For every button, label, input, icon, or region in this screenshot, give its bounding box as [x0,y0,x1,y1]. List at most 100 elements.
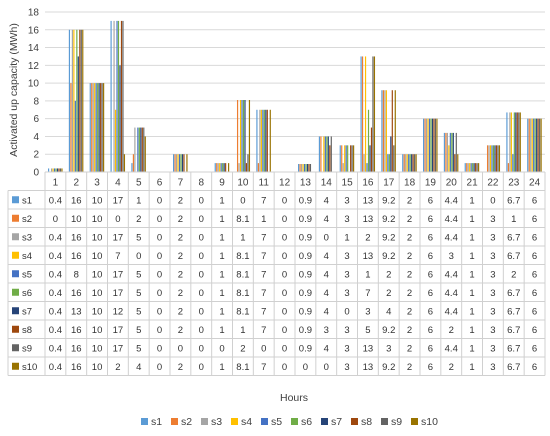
bar-s2-3 [91,83,93,172]
bar-s4-20 [448,145,450,172]
bar-s3-21 [467,163,469,172]
table-cell: 2 [511,269,516,280]
bar-s7-4 [119,65,121,172]
bar-s4-19 [427,118,429,172]
bar-s6-21 [472,163,474,172]
x-tick-label: 3 [94,177,100,188]
table-cell: 1 [365,269,370,280]
bar-s2-22 [486,145,489,172]
table-cell: 7 [261,362,266,373]
table-cell: 0 [282,306,287,317]
bar-s3-20 [446,132,448,172]
table-cell: 16 [71,325,82,336]
bar-s3-4 [113,20,115,173]
x-tick-label: 9 [219,177,225,188]
table-cell: 0 [344,306,349,317]
table-cell: 8.1 [236,306,249,317]
bar-s7-22 [494,145,496,172]
table-cell: 0.9 [299,325,312,336]
table-cell: 0.9 [299,288,312,299]
legend-label-s6: s6 [301,416,312,428]
table-cell: 6 [428,195,433,206]
bar-s3-22 [488,145,490,172]
table-cell: 3 [386,343,391,354]
x-axis-title: Hours [280,392,308,404]
x-tick-label: 10 [237,177,249,188]
table-cell: 1 [240,325,245,336]
legend-label-s9: s9 [391,416,402,428]
table-cell: 0.4 [49,288,62,299]
table-cell: 7 [261,232,266,243]
table-cell: 0 [324,362,329,373]
legend-key-s3 [201,418,208,425]
table-cell: 1 [136,195,141,206]
bar-s5-18 [408,154,410,172]
table-cell: 2 [365,232,370,243]
table-cell: 0 [199,325,204,336]
bar-s9-10 [247,154,249,172]
bar-s10-17 [394,90,396,172]
table-cell: 6 [428,306,433,317]
bar-s6-19 [430,118,432,172]
bar-s6-16 [367,109,370,172]
table-cell: 6 [532,306,537,317]
legend-label-s3: s3 [211,416,222,428]
table-cell: 0 [282,362,287,373]
table-cell: 1 [469,251,474,262]
bar-s6-10 [242,100,245,172]
table-cell: 6 [428,288,433,299]
bar-s2-5 [132,154,134,172]
table-cell: 10 [92,362,103,373]
table-series-label: s2 [22,214,32,225]
table-cell: 6.7 [507,325,520,336]
table-cell: 0 [199,343,204,354]
bar-s6-7 [180,154,182,172]
bar-s9-14 [330,136,332,172]
bar-s4-18 [406,154,408,172]
bar-s4-3 [94,83,96,172]
table-cell: 2 [407,306,412,317]
table-cell: 1 [219,288,224,299]
bar-s1-1 [48,168,50,172]
legend-label-s7: s7 [331,416,342,428]
bar-s9-17 [393,145,395,172]
table-cell: 9.2 [382,214,395,225]
legend-key-s2 [171,418,178,425]
table-cell: 0 [282,232,287,243]
bar-s2-23 [507,163,509,172]
table-cell: 4 [324,195,329,206]
table-cell: 4 [324,343,329,354]
table-cell: 3 [490,343,495,354]
table-cell: 6.7 [507,251,520,262]
bar-s2-11 [257,163,259,172]
bar-s9-5 [143,127,145,172]
bar-s10-16 [373,56,376,172]
bar-s8-2 [79,29,81,173]
bar-s5-24 [533,118,535,172]
legend-label-s5: s5 [271,416,282,428]
table-cell: 1 [219,362,224,373]
table-cell: 2 [449,362,454,373]
legend-key-s9 [381,418,388,425]
y-tick-label: 0 [33,168,39,179]
bar-s10-9 [228,163,230,172]
table-legend-key [12,214,19,222]
bar-s5-22 [491,145,493,172]
table-cell: 3 [344,251,349,262]
bar-s10-5 [144,136,146,172]
table-cell: 13 [363,362,374,373]
bar-s8-20 [454,154,456,172]
legend-key-s1 [141,418,148,425]
bar-s2-15 [341,145,343,172]
table-cell: 1 [219,232,224,243]
table-legend-key [12,325,19,333]
table-cell: 2 [178,214,183,225]
bar-s8-5 [141,127,143,172]
bar-s5-21 [470,163,472,172]
table-cell: 0 [219,343,224,354]
table-cell: 7 [261,251,266,262]
bars-layer [48,20,542,173]
bar-s1-23 [506,112,508,172]
table-cell: 4.4 [445,306,458,317]
bar-s9-3 [101,83,103,172]
